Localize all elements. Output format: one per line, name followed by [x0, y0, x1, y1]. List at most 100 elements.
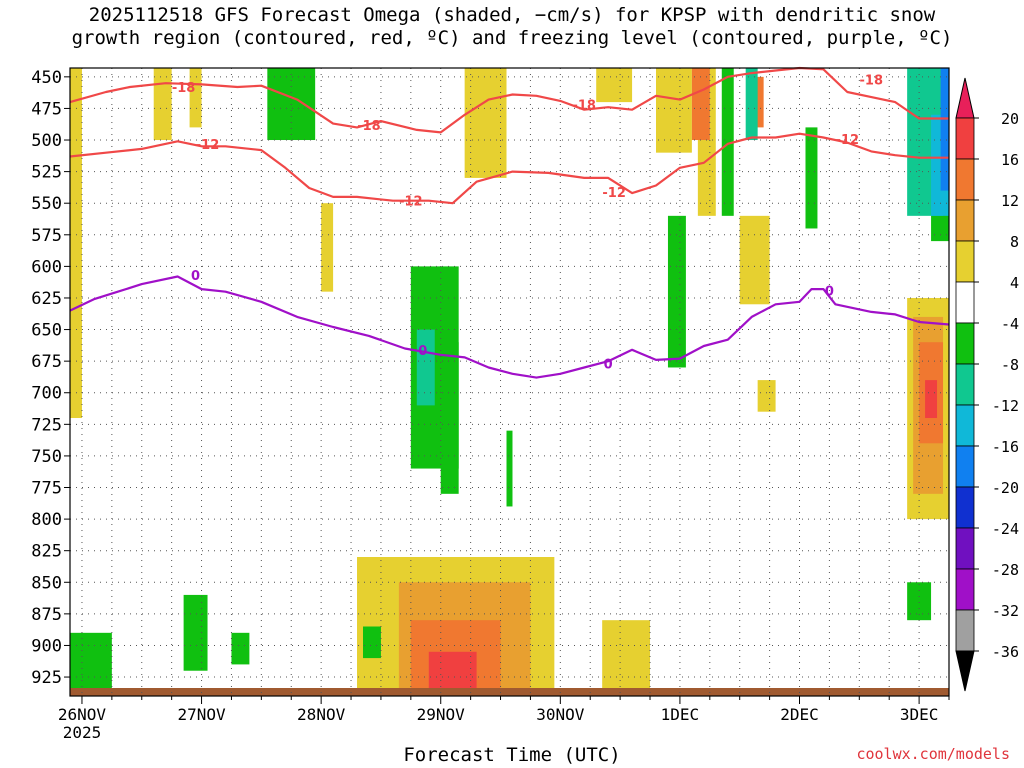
omega-shaded-region — [805, 127, 818, 229]
omega-shaded-region — [70, 68, 82, 419]
x-tick-label: 27NOV — [177, 705, 226, 724]
chart-title-line-2: growth region (contoured, red, ºC) and f… — [71, 27, 953, 49]
contour-label: -12 — [602, 186, 626, 201]
omega-shaded-region — [231, 632, 250, 665]
contour-label: -18 — [860, 73, 884, 88]
colorbar-label: -32 — [992, 602, 1019, 620]
omega-shaded-region — [745, 68, 758, 141]
omega-shaded-region — [363, 626, 381, 659]
omega-shaded-region — [721, 68, 734, 216]
omega-shaded-region — [416, 329, 435, 406]
contour-label: 0 — [604, 358, 613, 373]
colorbar-label: -36 — [992, 643, 1019, 661]
colorbar-label: -24 — [992, 520, 1019, 538]
colorbar: 20 16 12 8 4 -4 -8 -12 -16 -20 -24 -28 -32 -36 — [955, 77, 1019, 692]
colorbar-swatch — [955, 609, 975, 652]
x-tick-label: 30NOV — [536, 705, 585, 724]
y-tick-label: 525 — [31, 163, 62, 183]
colorbar-label: 20 — [1001, 110, 1019, 128]
colorbar-swatch — [955, 117, 975, 160]
colorbar-label: 16 — [1001, 151, 1019, 169]
plot-frame — [69, 67, 950, 697]
colorbar-swatch — [955, 486, 975, 529]
omega-shaded-region — [596, 68, 633, 103]
y-tick-label: 825 — [31, 542, 62, 562]
contour-label: 0 — [825, 284, 834, 299]
omega-shaded-region — [440, 342, 459, 494]
x-tick-label: 26NOV — [58, 705, 107, 724]
contour-line--12 — [69, 132, 949, 205]
contour-label: -12 — [836, 133, 860, 148]
y-tick-label: 925 — [31, 668, 62, 688]
colorbar-top-arrow — [955, 77, 975, 119]
colorbar-swatch — [955, 240, 975, 283]
y-tick-label: 600 — [31, 257, 62, 277]
colorbar-label: -8 — [1001, 356, 1019, 374]
y-tick-label: 650 — [31, 321, 62, 341]
omega-shaded-region — [751, 76, 764, 128]
x-tick-label: 3DEC — [900, 705, 939, 724]
y-tick-label: 675 — [31, 352, 62, 372]
x-axis-label: Forecast Time (UTC) — [403, 744, 621, 766]
y-tick-label: 900 — [31, 636, 62, 656]
colorbar-label: -12 — [992, 397, 1019, 415]
colorbar-label: 12 — [1001, 192, 1019, 210]
colorbar-swatch — [955, 322, 975, 365]
y-tick-label: 475 — [31, 99, 62, 119]
colorbar-label: -16 — [992, 438, 1019, 456]
contour-label: 0 — [418, 344, 427, 359]
omega-shaded-region — [428, 651, 477, 690]
colorbar-swatch — [955, 404, 975, 447]
colorbar-label: -4 — [1001, 315, 1019, 333]
y-tick-label: 800 — [31, 510, 62, 530]
omega-shaded-region — [70, 632, 112, 690]
omega-shaded-region — [656, 68, 692, 153]
contour-label: -12 — [196, 138, 220, 153]
colorbar-label: -20 — [992, 479, 1019, 497]
colorbar-bottom-arrow — [955, 650, 975, 692]
chart-title-line-1: 2025112518 GFS Forecast Omega (shaded, −… — [88, 4, 936, 26]
x-tick-label: 1DEC — [661, 705, 700, 724]
contour-label: -18 — [572, 99, 596, 114]
omega-shaded-region — [691, 68, 710, 141]
omega-shaded-region — [757, 380, 776, 412]
y-tick-label: 575 — [31, 226, 62, 246]
omega-shaded-region — [667, 215, 686, 368]
y-tick-label: 550 — [31, 194, 62, 214]
colorbar-swatch — [955, 527, 975, 570]
omega-shading-layer — [70, 68, 949, 696]
terrain-strip — [70, 688, 949, 696]
omega-shaded-region — [907, 582, 932, 621]
grid-layer — [70, 68, 950, 696]
colorbar-label: 8 — [1010, 233, 1019, 251]
omega-shaded-region — [183, 594, 208, 671]
x-tick-label: 2DEC — [780, 705, 819, 724]
y-tick-label: 775 — [31, 479, 62, 499]
colorbar-swatch — [955, 445, 975, 488]
y-tick-label: 850 — [31, 573, 62, 593]
omega-shaded-region — [464, 68, 507, 178]
contour-layer: -18 -18 -18 -18 -12 -12 -12 -12 0 0 0 0 — [69, 66, 950, 379]
credit-link[interactable]: coolwx.com/models — [856, 745, 1010, 763]
x-tick-label: 29NOV — [417, 705, 466, 724]
contour-line-0 — [69, 275, 950, 379]
colorbar-label: -28 — [992, 561, 1019, 579]
contour-label: -18 — [357, 119, 381, 134]
colorbar-swatch — [955, 281, 975, 324]
contour-label: -12 — [399, 195, 423, 210]
y-tick-label: 450 — [31, 68, 62, 88]
colorbar-swatch — [955, 158, 975, 201]
omega-shaded-region — [925, 380, 938, 419]
y-tick-label: 625 — [31, 289, 62, 309]
omega-shaded-region — [602, 620, 651, 690]
y-tick-label: 750 — [31, 447, 62, 467]
y-tick-label: 875 — [31, 605, 62, 625]
y-tick-label: 500 — [31, 131, 62, 151]
axes-layer: 450 475 500 525 550 575 600 625 650 675 700 725 750 7… — [31, 67, 950, 742]
omega-shaded-region — [153, 68, 172, 141]
x-tick-sublabel: 2025 — [63, 723, 102, 742]
colorbar-label: 4 — [1010, 274, 1019, 292]
contour-label: 0 — [191, 269, 200, 284]
contour-label: -18 — [172, 81, 196, 96]
